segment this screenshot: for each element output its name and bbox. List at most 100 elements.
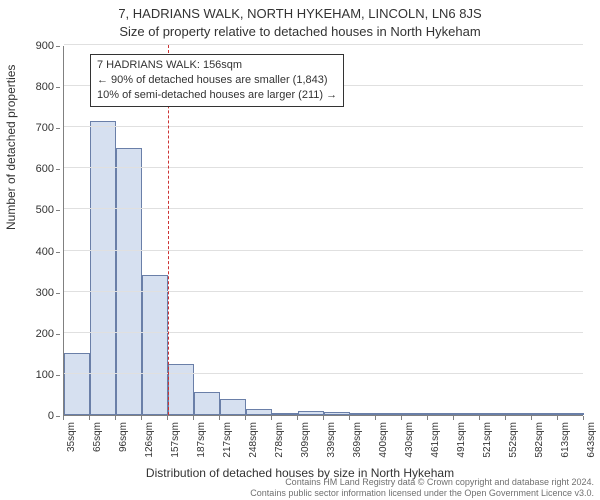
title-main: 7, HADRIANS WALK, NORTH HYKEHAM, LINCOLN… bbox=[0, 6, 600, 21]
x-tick-label: 369sqm bbox=[352, 422, 363, 458]
x-tick-label: 157sqm bbox=[170, 422, 181, 458]
attribution-line1: Contains HM Land Registry data © Crown c… bbox=[250, 477, 594, 487]
x-tick-mark bbox=[141, 416, 142, 420]
bar bbox=[480, 413, 506, 415]
x-tick-mark bbox=[115, 416, 116, 420]
y-tick-mark bbox=[56, 334, 60, 335]
x-tick-label: 35sqm bbox=[66, 422, 77, 452]
bar bbox=[246, 409, 272, 415]
grid-line bbox=[64, 291, 583, 292]
grid-line bbox=[64, 44, 583, 45]
x-tick-mark bbox=[63, 416, 64, 420]
x-tick-label: 96sqm bbox=[118, 422, 129, 452]
plot-area: 7 HADRIANS WALK: 156sqm ← 90% of detache… bbox=[63, 46, 583, 416]
x-tick-mark bbox=[375, 416, 376, 420]
y-tick-mark bbox=[56, 87, 60, 88]
x-tick-label: 400sqm bbox=[378, 422, 389, 458]
x-tick-label: 248sqm bbox=[248, 422, 259, 458]
grid-line bbox=[64, 250, 583, 251]
y-axis-ticks: 0100200300400500600700800900 bbox=[0, 46, 60, 416]
bar bbox=[64, 353, 90, 415]
chart-container: 7, HADRIANS WALK, NORTH HYKEHAM, LINCOLN… bbox=[0, 0, 600, 500]
x-tick-mark bbox=[531, 416, 532, 420]
bar bbox=[272, 413, 298, 415]
x-tick-label: 65sqm bbox=[92, 422, 103, 452]
y-tick-mark bbox=[56, 46, 60, 47]
grid-line bbox=[64, 167, 583, 168]
x-tick-label: 643sqm bbox=[586, 422, 597, 458]
y-tick-label: 700 bbox=[36, 122, 54, 134]
bar bbox=[454, 413, 480, 415]
y-tick-mark bbox=[56, 128, 60, 129]
x-tick-mark bbox=[219, 416, 220, 420]
grid-line bbox=[64, 332, 583, 333]
y-tick-label: 0 bbox=[48, 410, 54, 422]
bar bbox=[142, 275, 168, 415]
x-tick-label: 430sqm bbox=[404, 422, 415, 458]
y-tick-label: 200 bbox=[36, 328, 54, 340]
x-tick-label: 613sqm bbox=[560, 422, 571, 458]
y-tick-mark bbox=[56, 375, 60, 376]
y-tick-label: 900 bbox=[36, 40, 54, 52]
bar bbox=[168, 364, 194, 415]
bar bbox=[428, 413, 454, 415]
x-tick-label: 126sqm bbox=[144, 422, 155, 458]
annotation-box: 7 HADRIANS WALK: 156sqm ← 90% of detache… bbox=[90, 54, 344, 107]
x-tick-label: 552sqm bbox=[508, 422, 519, 458]
x-tick-mark bbox=[193, 416, 194, 420]
x-tick-label: 187sqm bbox=[196, 422, 207, 458]
bar bbox=[402, 413, 428, 415]
y-tick-mark bbox=[56, 252, 60, 253]
x-tick-mark bbox=[401, 416, 402, 420]
x-tick-mark bbox=[453, 416, 454, 420]
x-tick-label: 521sqm bbox=[482, 422, 493, 458]
x-tick-label: 491sqm bbox=[456, 422, 467, 458]
annotation-line3: 10% of semi-detached houses are larger (… bbox=[97, 88, 337, 103]
bar bbox=[350, 413, 376, 415]
x-tick-mark bbox=[271, 416, 272, 420]
x-tick-mark bbox=[427, 416, 428, 420]
x-tick-label: 309sqm bbox=[300, 422, 311, 458]
grid-line bbox=[64, 126, 583, 127]
x-axis-ticks: 35sqm 65sqm 96sqm 126sqm 157sqm 187sqm 217sqm 2… bbox=[63, 416, 583, 466]
bar bbox=[90, 121, 116, 415]
x-tick-label: 217sqm bbox=[222, 422, 233, 458]
y-tick-mark bbox=[56, 416, 60, 417]
x-tick-label: 339sqm bbox=[326, 422, 337, 458]
bar bbox=[298, 411, 324, 415]
x-tick-mark bbox=[583, 416, 584, 420]
grid-line bbox=[64, 373, 583, 374]
bar bbox=[324, 412, 350, 415]
bar bbox=[116, 148, 142, 415]
x-tick-mark bbox=[557, 416, 558, 420]
bar bbox=[558, 413, 584, 415]
y-tick-label: 100 bbox=[36, 369, 54, 381]
x-tick-mark bbox=[89, 416, 90, 420]
attribution-line2: Contains public sector information licen… bbox=[250, 488, 594, 498]
y-tick-label: 400 bbox=[36, 246, 54, 258]
annotation-line1: 7 HADRIANS WALK: 156sqm bbox=[97, 58, 337, 73]
x-tick-label: 461sqm bbox=[430, 422, 441, 458]
y-tick-label: 600 bbox=[36, 163, 54, 175]
y-tick-label: 800 bbox=[36, 81, 54, 93]
x-tick-mark bbox=[323, 416, 324, 420]
bar bbox=[220, 399, 246, 415]
x-tick-mark bbox=[245, 416, 246, 420]
y-tick-mark bbox=[56, 293, 60, 294]
y-tick-label: 300 bbox=[36, 287, 54, 299]
bar bbox=[194, 392, 220, 415]
x-tick-mark bbox=[505, 416, 506, 420]
bar bbox=[506, 413, 532, 415]
x-tick-label: 278sqm bbox=[274, 422, 285, 458]
annotation-line2: ← 90% of detached houses are smaller (1,… bbox=[97, 73, 337, 88]
title-sub: Size of property relative to detached ho… bbox=[0, 24, 600, 39]
y-tick-mark bbox=[56, 169, 60, 170]
x-tick-mark bbox=[479, 416, 480, 420]
x-tick-mark bbox=[349, 416, 350, 420]
attribution: Contains HM Land Registry data © Crown c… bbox=[250, 477, 594, 498]
x-tick-mark bbox=[297, 416, 298, 420]
x-tick-mark bbox=[167, 416, 168, 420]
grid-line bbox=[64, 208, 583, 209]
x-tick-label: 582sqm bbox=[534, 422, 545, 458]
y-tick-mark bbox=[56, 210, 60, 211]
